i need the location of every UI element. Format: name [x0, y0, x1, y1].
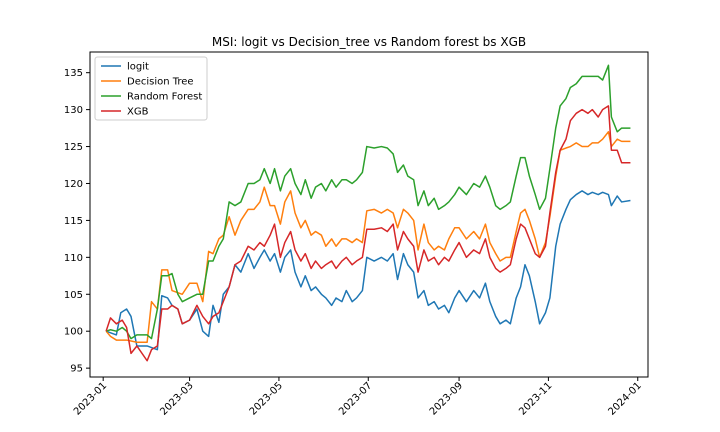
plot-frame — [89, 51, 649, 378]
series-line-logit — [105, 190, 631, 351]
series-line-random-forest — [105, 64, 631, 340]
legend-label: XGB — [127, 107, 149, 118]
y-axis: 95 100 105 110 115 120 125 130 135 — [64, 68, 90, 375]
series-line-xgb — [105, 105, 631, 362]
legend-label: logit — [127, 62, 149, 73]
legend: logit Decision Tree Random Forest XGB — [94, 56, 208, 121]
y-tick-label: 110 — [64, 253, 83, 264]
y-tick-label: 105 — [64, 290, 83, 301]
legend-box — [94, 56, 208, 121]
y-tick-label: 135 — [64, 68, 83, 79]
y-tick-label: 130 — [64, 105, 83, 116]
y-tick-label: 100 — [64, 327, 83, 338]
series-layer — [105, 64, 631, 362]
y-tick-label: 125 — [64, 142, 83, 153]
y-tick-label: 120 — [64, 179, 83, 190]
legend-label: Decision Tree — [127, 77, 194, 88]
y-tick-label: 115 — [64, 216, 83, 227]
y-tick-label: 95 — [70, 364, 83, 375]
chart-title: MSI: logit vs Decision_tree vs Random fo… — [212, 35, 526, 49]
legend-label: Random Forest — [127, 92, 202, 103]
plot-area — [89, 51, 649, 378]
